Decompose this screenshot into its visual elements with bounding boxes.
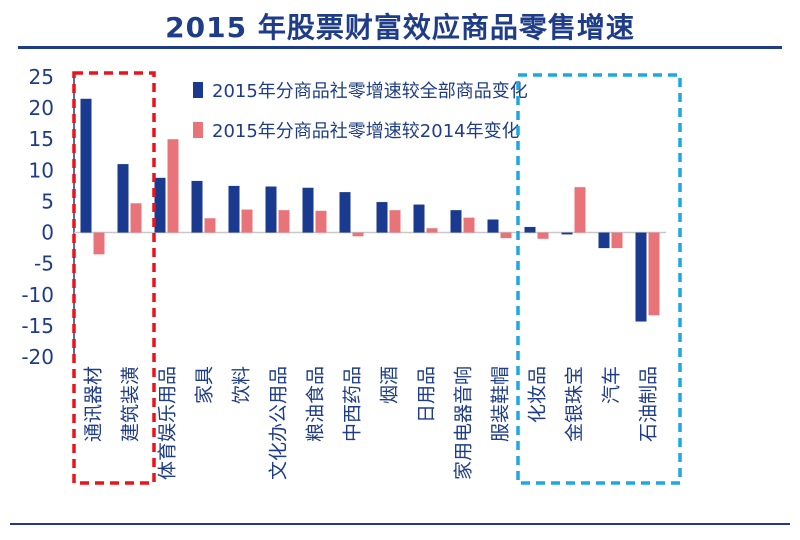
x-category-label: 粮油食品: [305, 366, 327, 442]
bar-series-2: [537, 232, 549, 239]
y-tick-label: 25: [29, 65, 54, 89]
legend-swatch: [193, 122, 203, 138]
x-category-label: 化妆品: [527, 366, 549, 423]
bar-series-1: [191, 180, 203, 233]
bar-series-1: [598, 232, 610, 249]
y-tick-label: 0: [41, 221, 54, 245]
bar-series-1: [487, 219, 499, 233]
bar-series-2: [574, 187, 586, 233]
bar-series-2: [611, 232, 623, 249]
bottom-rule: [10, 523, 790, 525]
y-tick-label: 10: [29, 158, 54, 182]
title-underline: [18, 46, 782, 49]
bar-series-2: [167, 139, 179, 233]
x-category-label: 金银珠宝: [564, 366, 586, 442]
x-category-label: 文化办公用品: [268, 366, 290, 480]
x-category-label: 中西药品: [342, 366, 364, 442]
bar-series-1: [413, 204, 425, 233]
x-category-label: 日用品: [416, 366, 438, 423]
y-tick-label: -15: [21, 314, 54, 338]
y-tick-label: -20: [21, 345, 54, 369]
x-category-label: 体育娱乐用品: [157, 366, 179, 480]
bar-series-2: [93, 232, 105, 255]
bar-series-1: [154, 177, 166, 233]
bar-series-2: [389, 210, 401, 233]
y-tick-label: 20: [29, 96, 54, 120]
bar-series-1: [228, 185, 240, 233]
bar-series-2: [204, 218, 216, 233]
legend-label: 2015年分商品社零增速较2014年变化: [212, 121, 520, 142]
bar-series-1: [117, 164, 129, 233]
x-category-label: 服装鞋帽: [490, 366, 512, 442]
highlight-box-red: [72, 71, 156, 485]
chart-title: 2015 年股票财富效应商品零售增速: [165, 11, 635, 44]
x-category-label: 饮料: [231, 366, 253, 404]
y-tick-label: 15: [29, 127, 54, 151]
x-category-label: 汽车: [601, 366, 623, 404]
y-tick-label: -10: [21, 283, 54, 307]
bar-series-2: [463, 217, 475, 233]
bar-series-1: [302, 187, 314, 233]
bar-series-2: [130, 203, 142, 233]
bar-series-2: [648, 232, 660, 316]
x-category-label: 家用电器音响: [453, 366, 475, 480]
bar-series-2: [500, 232, 512, 239]
x-category-label: 烟酒: [379, 366, 401, 404]
legend-swatch: [193, 82, 203, 98]
bar-series-1: [635, 232, 647, 322]
x-category-label: 石油制品: [638, 366, 660, 442]
highlight-box-blue: [516, 73, 682, 485]
y-tick-label: -5: [34, 252, 54, 276]
bar-series-1: [524, 226, 536, 233]
x-category-label: 通讯器材: [83, 366, 105, 442]
bar-series-1: [450, 210, 462, 233]
bar-series-1: [561, 232, 573, 235]
bar-series-2: [278, 210, 290, 233]
bar-series-2: [426, 228, 438, 233]
legend-label: 2015年分商品社零增速较全部商品变化: [212, 81, 528, 102]
bar-series-2: [241, 209, 253, 233]
bar-series-1: [339, 192, 351, 233]
y-tick-label: 5: [41, 189, 54, 213]
bar-series-1: [80, 98, 92, 233]
bar-series-1: [376, 202, 388, 233]
bar-series-2: [352, 232, 364, 237]
x-category-label: 家具: [194, 366, 216, 404]
bar-series-1: [265, 186, 277, 233]
bar-series-2: [315, 210, 327, 233]
x-category-label: 建筑装潢: [120, 366, 142, 442]
